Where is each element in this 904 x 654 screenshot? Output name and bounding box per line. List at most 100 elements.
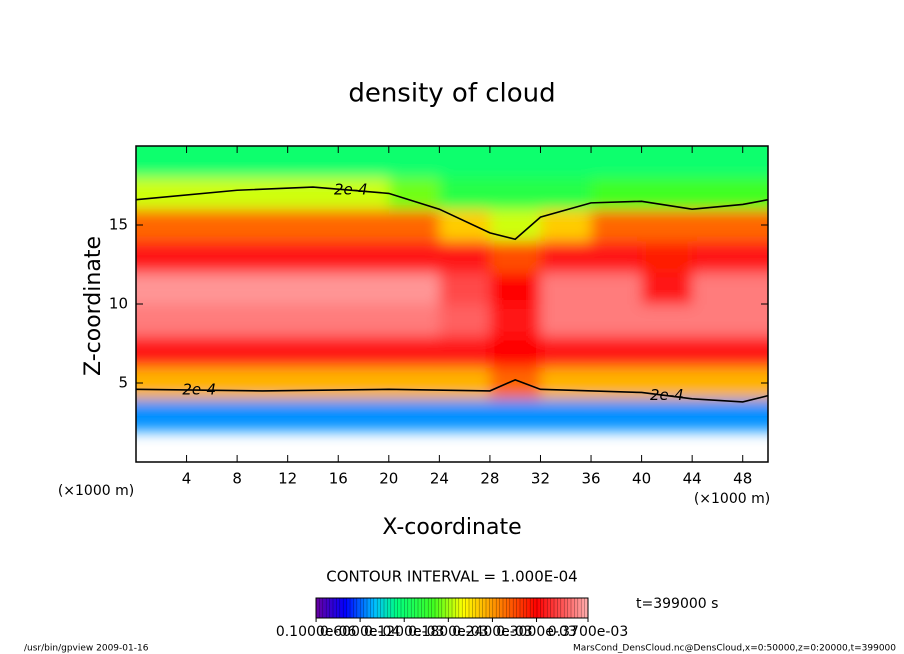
y-tick-label: 15: [109, 216, 128, 234]
heat-cell: [439, 209, 491, 242]
chart-title: density of cloud: [348, 79, 555, 109]
heat-cell: [489, 272, 541, 305]
contour-line: [135, 378, 769, 403]
heat-cell: [742, 240, 768, 273]
heat-cell: [388, 304, 440, 337]
heat-cell: [186, 304, 238, 337]
heat-cell: [439, 335, 491, 368]
heat-cell: [287, 177, 339, 210]
heat-cell: [136, 177, 188, 210]
heat-cell: [388, 240, 440, 273]
heat-cell: [388, 367, 440, 400]
heat-cell: [338, 177, 390, 210]
x-axis-title: X-coordinate: [382, 515, 521, 540]
heat-cell: [388, 146, 440, 179]
heat-cell: [692, 398, 744, 431]
heat-cell: [591, 209, 643, 242]
colorbar-tick-label: 0.2400e-03: [452, 624, 532, 640]
x-tick-label: 28: [480, 470, 499, 488]
heat-cell: [591, 240, 643, 273]
heat-cell: [287, 398, 339, 431]
heat-cell: [591, 335, 643, 368]
x-tick-label: 8: [232, 470, 242, 488]
heat-cell: [489, 304, 541, 337]
x-tick-label: 32: [531, 470, 550, 488]
x-tick-label: 24: [430, 470, 449, 488]
heat-cell: [692, 335, 744, 368]
heat-cell: [338, 367, 390, 400]
heat-cell: [641, 335, 693, 368]
heat-cell: [136, 398, 188, 431]
heat-cell: [540, 240, 592, 273]
heat-cell: [591, 304, 643, 337]
heat-cell: [287, 272, 339, 305]
heat-cell: [186, 398, 238, 431]
y-unit: (×1000 m): [58, 483, 134, 499]
heat-cell: [742, 304, 768, 337]
heat-cell: [742, 272, 768, 305]
heat-cell: [692, 209, 744, 242]
heatmap-cells: [136, 146, 768, 431]
heat-cell: [439, 146, 491, 179]
heat-cell: [591, 177, 643, 210]
heat-cell: [641, 398, 693, 431]
colorbar-tick-label: 0.6000e-04: [320, 624, 401, 640]
heat-cell: [641, 240, 693, 273]
heat-cell: [591, 398, 643, 431]
heat-cell: [742, 398, 768, 431]
colorbar-tick-label: 0.1200e-03: [364, 624, 444, 640]
heat-cell: [641, 146, 693, 179]
contour-interval: CONTOUR INTERVAL = 1.000E-04: [326, 568, 577, 586]
heat-cell: [136, 240, 188, 273]
heat-cell: [540, 272, 592, 305]
heat-cell: [338, 335, 390, 368]
footer-right: MarsCond_DensCloud.nc@DensCloud,x=0:5000…: [573, 644, 896, 654]
colorbar-tick-label: 0.1800e-03: [408, 624, 488, 640]
heat-cell: [186, 146, 238, 179]
heat-cell: [489, 335, 541, 368]
heat-cell: [136, 146, 188, 179]
contour-label: 2e-4: [334, 181, 368, 199]
heat-cell: [237, 146, 289, 179]
x-tick-label: 36: [581, 470, 600, 488]
heat-cell: [338, 146, 390, 179]
heat-cell: [641, 209, 693, 242]
heatmap: [136, 146, 768, 431]
heat-cell: [338, 398, 390, 431]
heat-cell: [186, 240, 238, 273]
heat-cell: [388, 272, 440, 305]
heat-cell: [388, 398, 440, 431]
x-tick-label: 40: [632, 470, 651, 488]
heat-cell: [742, 146, 768, 179]
contour-label: 2e-4: [182, 381, 216, 399]
heat-cell: [489, 240, 541, 273]
heat-cell: [641, 272, 693, 305]
heat-cell: [186, 272, 238, 305]
heat-cell: [692, 177, 744, 210]
colorbar-tick-label: 0.1000e-06: [276, 624, 357, 640]
y-tick-label: 10: [109, 295, 128, 313]
heat-cell: [136, 272, 188, 305]
colorbar-tick-label: 0.3700e-03: [548, 624, 628, 640]
heat-cell: [237, 304, 289, 337]
footer-left: /usr/bin/gpview 2009-01-16: [24, 644, 149, 654]
heat-cell: [540, 209, 592, 242]
plot-frame: [135, 145, 769, 463]
heat-cell: [287, 367, 339, 400]
heat-cell: [692, 272, 744, 305]
heat-cell: [489, 177, 541, 210]
contour-label: 2e-4: [650, 386, 684, 404]
heat-cell: [186, 209, 238, 242]
heat-cell: [388, 209, 440, 242]
heat-cell: [692, 304, 744, 337]
y-tick-label: 5: [118, 374, 128, 392]
y-axis-title: Z-coordinate: [81, 236, 106, 376]
heat-cell: [540, 304, 592, 337]
heat-cell: [388, 335, 440, 368]
heat-cell: [439, 272, 491, 305]
heat-cell: [692, 367, 744, 400]
x-tick-label: 44: [683, 470, 702, 488]
heat-cell: [591, 146, 643, 179]
x-tick-label: 20: [379, 470, 398, 488]
